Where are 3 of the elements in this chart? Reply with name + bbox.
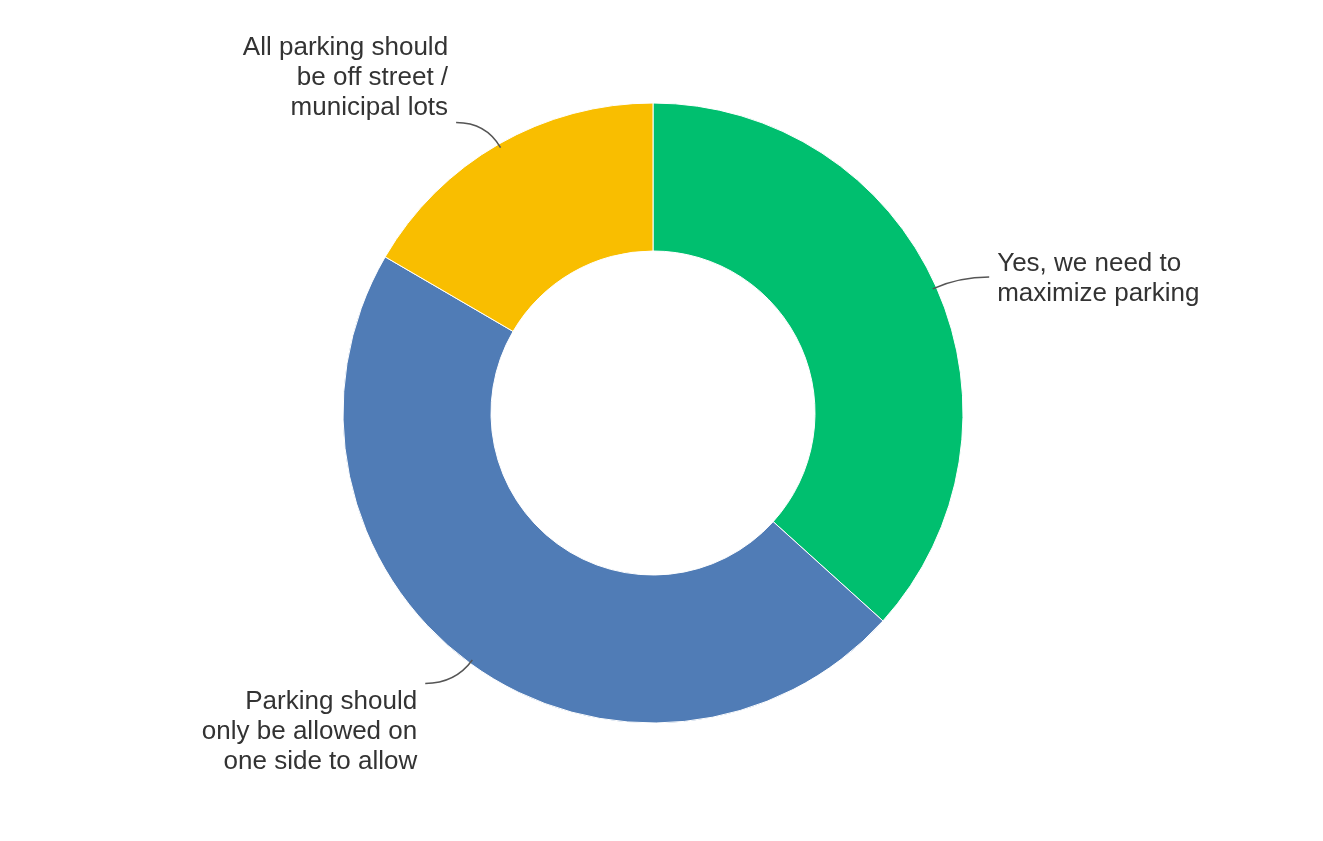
slice-label: All parking should be off street / municipal lots [242, 30, 449, 121]
slice-label: Parking should only be allowed on one side to allow [201, 685, 418, 776]
slice-label: Yes, we need to maximize parking [997, 247, 1200, 308]
